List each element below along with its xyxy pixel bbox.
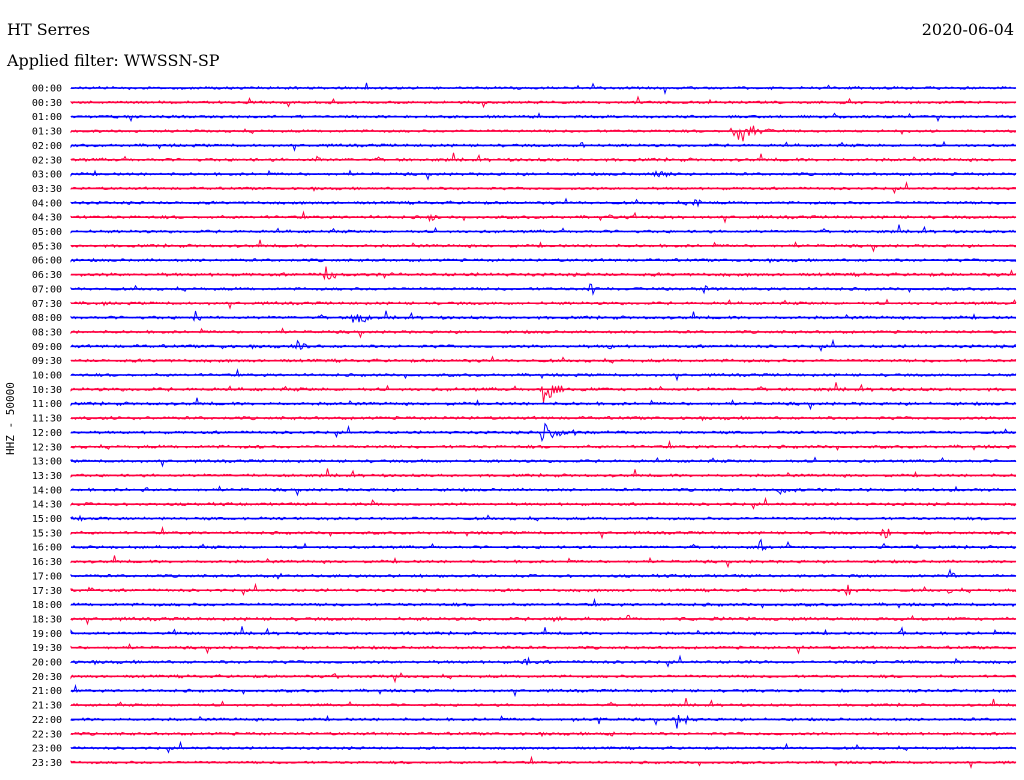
row-label: 00:00: [32, 84, 62, 95]
trace-0130: [70, 125, 1017, 142]
row-label: 15:30: [32, 528, 62, 539]
trace-1930: [70, 642, 1017, 655]
row-label: 18:00: [32, 600, 62, 611]
row-label: 12:30: [32, 442, 62, 453]
trace-1400: [70, 485, 1017, 497]
trace-1230: [70, 439, 1017, 451]
row-label: 08:00: [32, 313, 62, 324]
row-label: 12:00: [32, 428, 62, 439]
row-label: 16:30: [32, 557, 62, 568]
row-label: 16:00: [32, 543, 62, 554]
row-label: 01:30: [32, 127, 62, 138]
row-label: 01:00: [32, 112, 62, 123]
row-label: 07:30: [32, 299, 62, 310]
row-label: 15:00: [32, 514, 62, 525]
row-labels: 00:00 00:30 01:00 01:30 02:00 02:30 03:00 03:30…: [32, 84, 62, 769]
row-label: 17:00: [32, 571, 62, 582]
row-label: 23:00: [32, 744, 62, 755]
row-label: 19:30: [32, 643, 62, 654]
row-label: 22:00: [32, 715, 62, 726]
row-label: 03:00: [32, 170, 62, 181]
trace-1030: [70, 382, 1017, 403]
row-label: 09:30: [32, 356, 62, 367]
row-label: 10:00: [32, 371, 62, 382]
row-label: 10:30: [32, 385, 62, 396]
trace-0800: [70, 310, 1017, 323]
row-label: 14:30: [32, 500, 62, 511]
row-label: 05:00: [32, 227, 62, 238]
row-label: 20:00: [32, 658, 62, 669]
row-label: 13:00: [32, 457, 62, 468]
row-label: 23:30: [32, 758, 62, 769]
row-label: 21:00: [32, 686, 62, 697]
row-label: 11:30: [32, 414, 62, 425]
row-label: 04:30: [32, 213, 62, 224]
row-label: 02:00: [32, 141, 62, 152]
row-label: 11:00: [32, 399, 62, 410]
row-label: 06:00: [32, 256, 62, 267]
trace-0300: [70, 169, 1017, 181]
date-label: 2020-06-04: [921, 20, 1014, 39]
station-title: HT Serres: [7, 20, 91, 39]
row-label: 13:30: [32, 471, 62, 482]
filter-label: Applied filter: WWSSN-SP: [7, 51, 220, 70]
row-label: 14:00: [32, 485, 62, 496]
trace-1600: [70, 538, 1017, 552]
row-label: 09:00: [32, 342, 62, 353]
row-label: 19:00: [32, 629, 62, 640]
row-label: 04:00: [32, 198, 62, 209]
row-label: 05:30: [32, 241, 62, 252]
row-label: 03:30: [32, 184, 62, 195]
traces: [70, 82, 1017, 769]
row-label: 17:30: [32, 586, 62, 597]
trace-0830: [70, 327, 1017, 339]
row-label: 18:30: [32, 614, 62, 625]
trace-2200: [70, 714, 1017, 729]
row-label: 08:30: [32, 327, 62, 338]
trace-2030: [70, 672, 1017, 684]
row-label: 21:30: [32, 701, 62, 712]
row-label: 07:00: [32, 284, 62, 295]
row-label: 00:30: [32, 98, 62, 109]
trace-0630: [70, 266, 1017, 281]
trace-1800: [70, 597, 1017, 609]
trace-1700: [70, 568, 1017, 580]
row-label: 02:30: [32, 155, 62, 166]
row-label: 20:30: [32, 672, 62, 683]
row-label: 06:30: [32, 270, 62, 281]
row-label: 22:30: [32, 729, 62, 740]
